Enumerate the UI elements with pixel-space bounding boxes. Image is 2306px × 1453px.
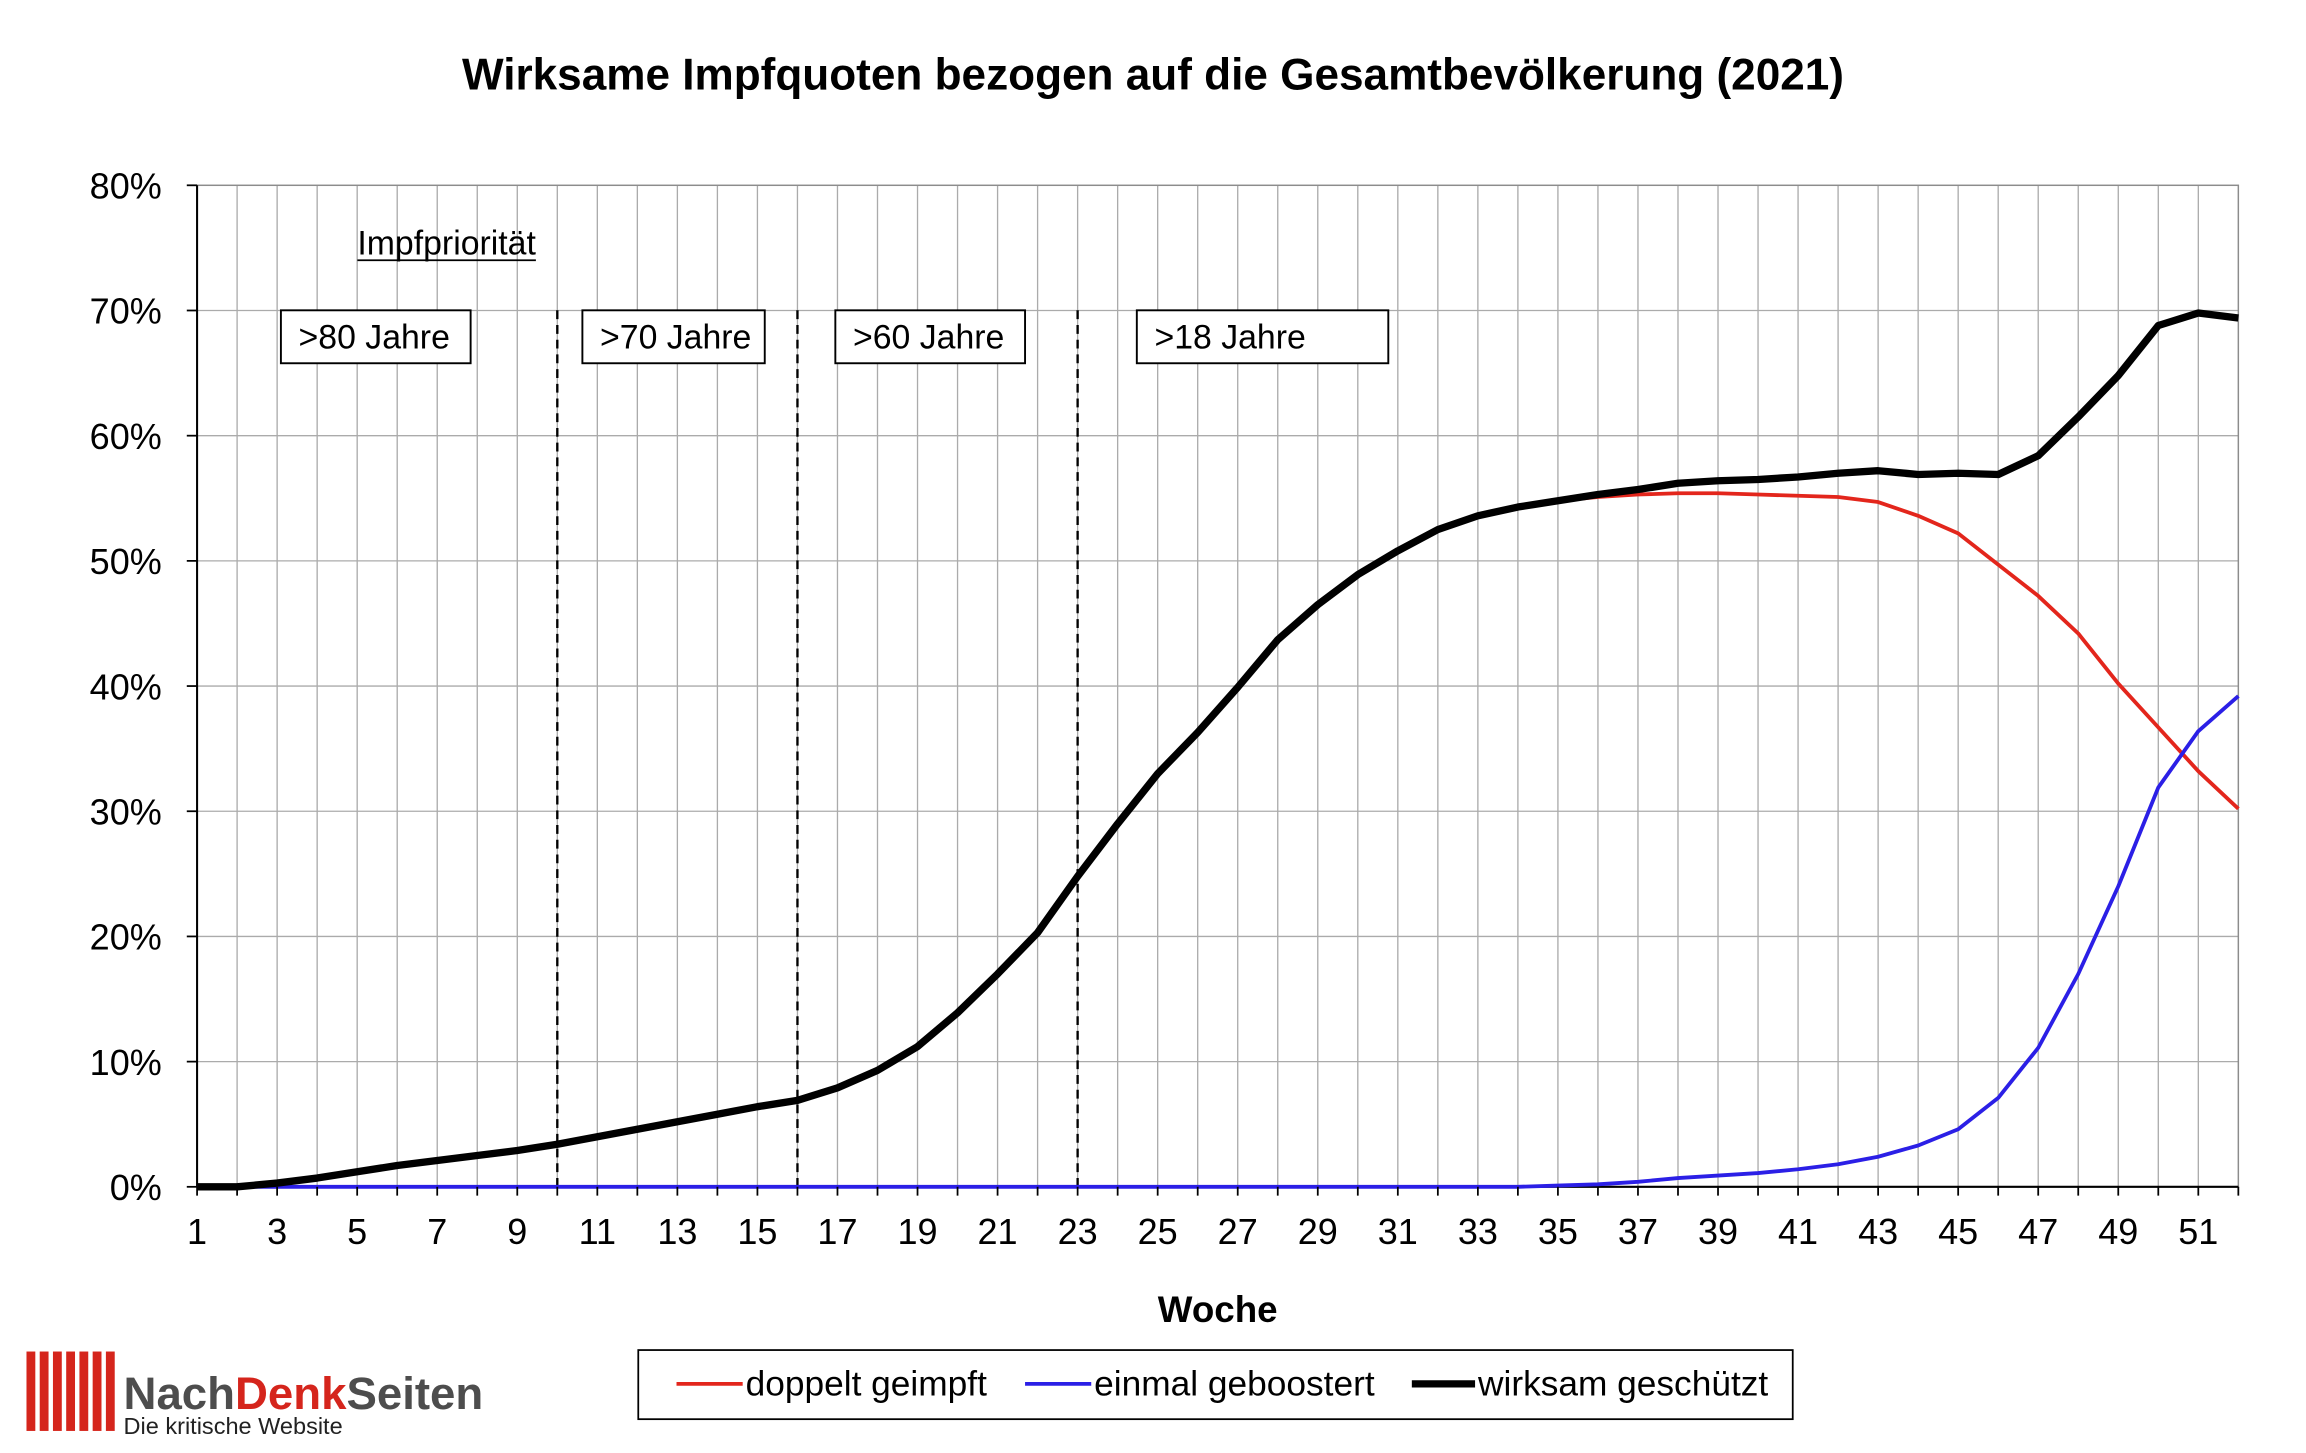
x-tick-label: 41 bbox=[1778, 1211, 1818, 1252]
x-tick-label: 35 bbox=[1538, 1211, 1578, 1252]
x-tick-label: 5 bbox=[347, 1211, 367, 1252]
x-tick-label: 39 bbox=[1698, 1211, 1738, 1252]
nachdenkseiten-logo: NachDenkSeiten Die kritische Website bbox=[26, 1351, 484, 1439]
vaccination-priority-annotations: Impfpriorität >80 Jahre >70 Jahre >60 Jahr… bbox=[279, 224, 1390, 1187]
series-line-einmal-geboostert bbox=[197, 694, 2240, 1189]
x-tick-label: 7 bbox=[427, 1211, 447, 1252]
y-tick-label: 50% bbox=[90, 541, 162, 582]
priority-phase-label: >60 Jahre bbox=[853, 319, 1004, 357]
y-tick-label: 10% bbox=[90, 1042, 162, 1083]
x-tick-label: 47 bbox=[2018, 1211, 2058, 1252]
x-tick-label: 25 bbox=[1138, 1211, 1178, 1252]
x-tick-label: 33 bbox=[1458, 1211, 1498, 1252]
x-tick-label: 23 bbox=[1058, 1211, 1098, 1252]
y-tick-label: 40% bbox=[90, 666, 162, 707]
x-tick-label: 13 bbox=[657, 1211, 697, 1252]
x-tick-label: 31 bbox=[1378, 1211, 1418, 1252]
series-lines bbox=[197, 309, 2240, 1191]
priority-phase-box bbox=[279, 309, 472, 365]
priority-phase-box bbox=[1135, 309, 1390, 365]
priority-phase-70-jahre: >70 Jahre bbox=[581, 309, 766, 365]
legend: doppelt geimpft einmal geboostert wirksa… bbox=[637, 1349, 1794, 1421]
legend-label: einmal geboostert bbox=[1094, 1365, 1375, 1404]
logo-text-seiten: Seiten bbox=[346, 1368, 483, 1419]
x-tick-label: 37 bbox=[1618, 1211, 1658, 1252]
priority-phase-60-jahre: >60 Jahre bbox=[834, 309, 1027, 365]
legend-item-einmal-geboostert: einmal geboostert bbox=[1025, 1365, 1375, 1404]
series-line-wirksam-geschutzt bbox=[197, 309, 2239, 1191]
axis-ticks: 0%10%20%30%40%50%60%70%80%1 3 5 7 9 11 13 15 17 1… bbox=[90, 166, 2240, 1252]
logo-tagline: Die kritische Website bbox=[124, 1413, 343, 1439]
priority-phase-label: >18 Jahre bbox=[1154, 319, 1305, 357]
x-tick-label: 19 bbox=[897, 1211, 937, 1252]
logo-text-denk: Denk bbox=[235, 1368, 347, 1419]
legend-box bbox=[637, 1349, 1794, 1421]
priority-phase-80-jahre: >80 Jahre bbox=[279, 309, 472, 365]
y-tick-label: 20% bbox=[90, 917, 162, 958]
logo-wordmark: NachDenkSeiten bbox=[124, 1368, 484, 1419]
x-tick-label: 3 bbox=[267, 1211, 287, 1252]
legend-label: doppelt geimpft bbox=[746, 1365, 987, 1404]
y-tick-label: 60% bbox=[90, 416, 162, 457]
x-tick-label: 11 bbox=[579, 1211, 616, 1252]
logo-text-nach: Nach bbox=[124, 1368, 235, 1419]
priority-phase-label: >80 Jahre bbox=[299, 319, 450, 357]
x-tick-label: 43 bbox=[1858, 1211, 1898, 1252]
priority-phase-box bbox=[834, 309, 1027, 365]
y-tick-label: 70% bbox=[90, 291, 162, 332]
y-tick-label: 30% bbox=[90, 791, 162, 832]
logo-bars-icon bbox=[26, 1351, 115, 1431]
priority-phase-label: >70 Jahre bbox=[600, 319, 751, 357]
x-tick-label: 9 bbox=[507, 1211, 527, 1252]
chart-title: Wirksame Impfquoten bezogen auf die Gesa… bbox=[462, 51, 1844, 100]
legend-item-doppelt-geimpft: doppelt geimpft bbox=[676, 1365, 987, 1404]
legend-label: wirksam geschützt bbox=[1477, 1365, 1768, 1404]
x-tick-label: 29 bbox=[1298, 1211, 1338, 1252]
priority-heading: Impfpriorität bbox=[357, 224, 536, 262]
x-tick-label: 15 bbox=[737, 1211, 777, 1252]
x-tick-label: 49 bbox=[2098, 1211, 2138, 1252]
y-tick-label: 80% bbox=[90, 166, 162, 207]
x-tick-label: 45 bbox=[1938, 1211, 1978, 1252]
priority-phase-18-jahre: >18 Jahre bbox=[1135, 309, 1390, 365]
x-tick-label: 17 bbox=[817, 1211, 857, 1252]
x-tick-label: 1 bbox=[187, 1211, 207, 1252]
x-axis-title: Woche bbox=[1158, 1289, 1278, 1330]
legend-item-wirksam-geschuetzt: wirksam geschützt bbox=[1411, 1365, 1768, 1404]
y-tick-label: 0% bbox=[110, 1167, 162, 1208]
x-tick-label: 27 bbox=[1218, 1211, 1258, 1252]
series-line-doppelt-geimpft bbox=[197, 491, 2240, 1189]
priority-phase-box bbox=[581, 309, 766, 365]
x-tick-label: 51 bbox=[2178, 1211, 2218, 1252]
x-tick-label: 21 bbox=[978, 1211, 1018, 1252]
